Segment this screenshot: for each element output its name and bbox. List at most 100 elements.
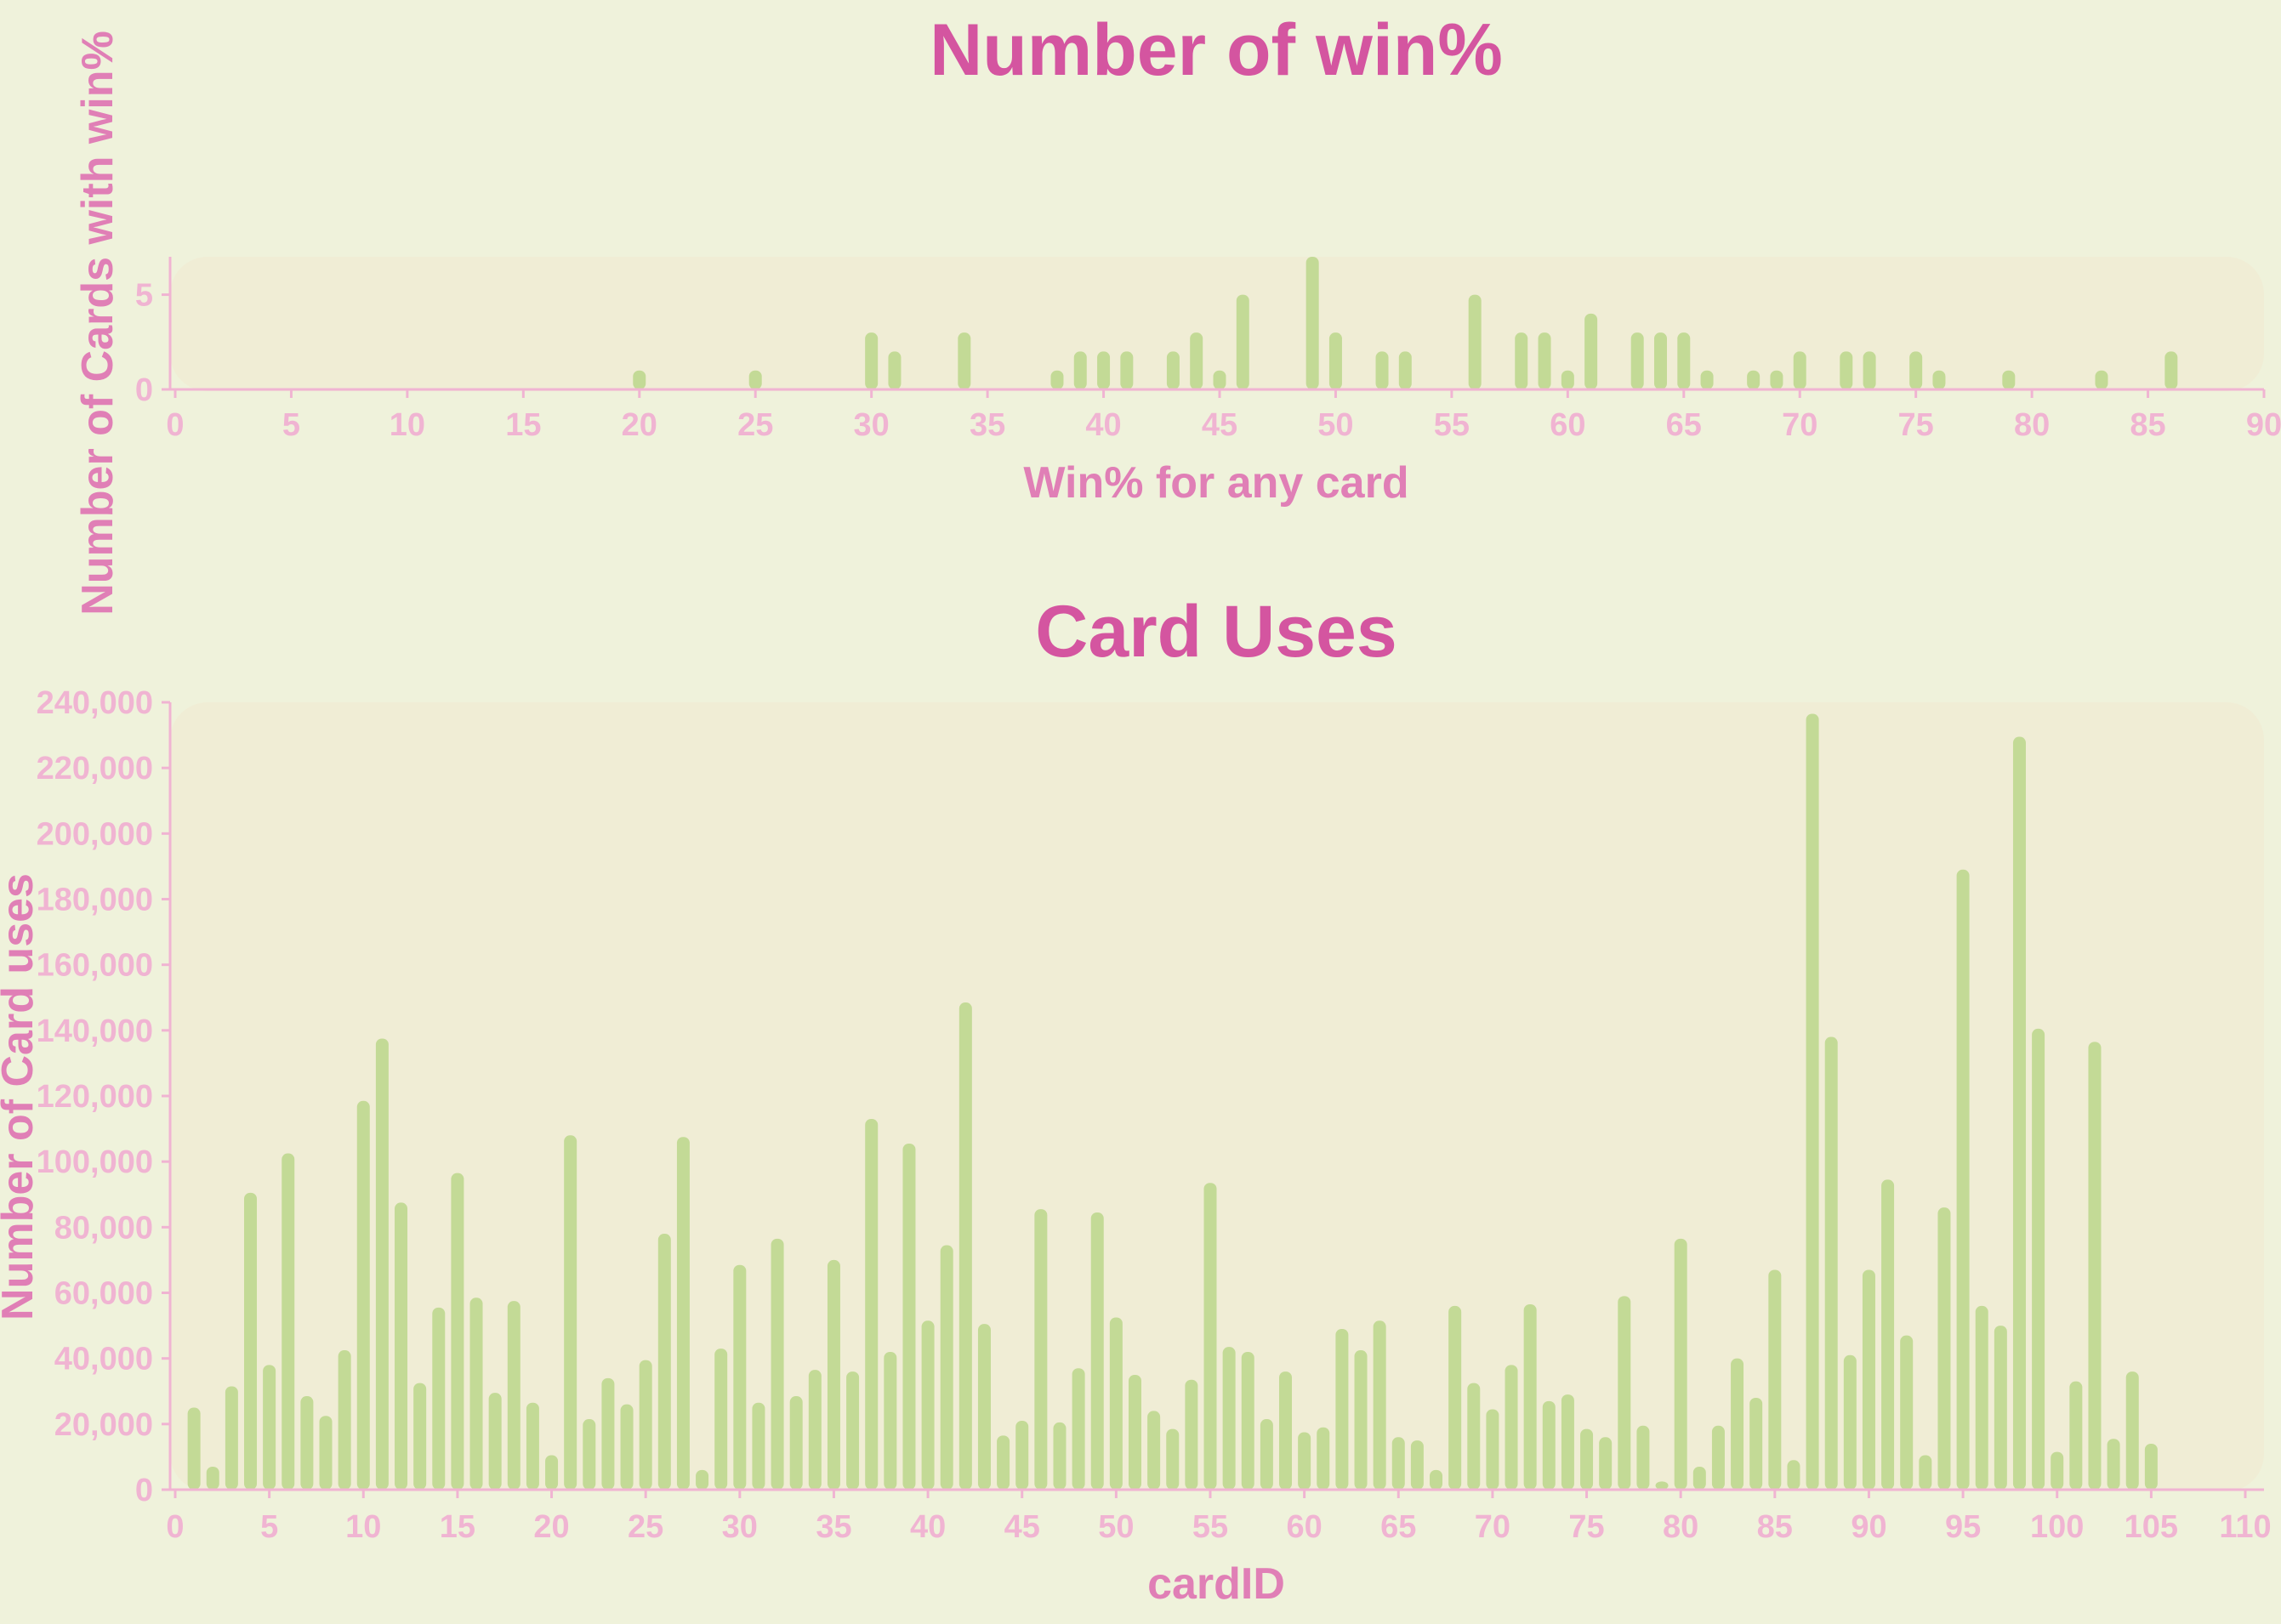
winrate-bar xyxy=(1097,351,1111,389)
card-uses-bar xyxy=(583,1419,596,1490)
card-uses-bar xyxy=(282,1153,295,1490)
card-uses-bar xyxy=(564,1135,577,1490)
winrate-bar xyxy=(1166,351,1180,389)
winrate-bar xyxy=(1050,370,1064,389)
card-uses-bar xyxy=(2051,1451,2064,1490)
winrate-x-tick-label: 30 xyxy=(854,407,890,443)
card-uses-x-tick-label: 15 xyxy=(440,1509,475,1545)
card-uses-bar xyxy=(1787,1460,1800,1490)
card-uses-bar xyxy=(1279,1371,1293,1490)
card-uses-y-tick-label: 40,000 xyxy=(54,1342,153,1377)
winrate-chart: Number of win% 05 0 5 10 15 20 25 30 35 40 45 50 55… xyxy=(73,9,2281,616)
winrate-bar xyxy=(1398,351,1412,389)
card-uses-bar xyxy=(1900,1335,1914,1490)
card-uses-y-tick-label: 60,000 xyxy=(54,1276,153,1312)
card-uses-bar xyxy=(827,1259,840,1490)
card-uses-bar xyxy=(1862,1269,1875,1490)
card-uses-bar xyxy=(206,1466,219,1490)
card-uses-bar xyxy=(789,1396,803,1490)
card-uses-y-axis-label: Number of Card uses xyxy=(0,873,43,1320)
winrate-x-tick-label: 10 xyxy=(390,407,425,443)
card-uses-bar xyxy=(225,1386,238,1490)
card-uses-bar xyxy=(1768,1269,1782,1490)
winrate-x-tick-label: 85 xyxy=(2130,407,2165,443)
card-uses-bar xyxy=(507,1301,520,1490)
card-uses-y-tick-label: 220,000 xyxy=(37,751,153,786)
card-uses-x-tick-label: 65 xyxy=(1380,1509,1416,1545)
card-uses-bar xyxy=(1448,1305,1462,1490)
card-uses-bar xyxy=(375,1038,389,1490)
card-uses-bar xyxy=(1692,1466,1706,1490)
card-uses-x-tick-label: 20 xyxy=(533,1509,569,1545)
winrate-bar xyxy=(1236,294,1249,389)
winrate-bar xyxy=(1653,332,1667,389)
card-uses-bar xyxy=(1542,1400,1556,1490)
winrate-x-tick-label: 35 xyxy=(970,407,1005,443)
winrate-x-axis-label: Win% for any card xyxy=(1023,458,1408,508)
winrate-bar xyxy=(1584,313,1598,389)
card-uses-bar xyxy=(1053,1422,1067,1490)
winrate-bar xyxy=(633,370,646,389)
card-uses-bar xyxy=(1561,1394,1574,1490)
card-uses-x-ticks: 0 5 10 15 20 25 30 35 40 45 50 55 60 65 70 75 80 85 90 95 10… xyxy=(166,1490,2272,1545)
card-uses-bar xyxy=(1034,1209,1048,1490)
card-uses-y-tick-label: 160,000 xyxy=(37,948,153,984)
card-uses-y-tick-label: 0 xyxy=(135,1473,153,1508)
winrate-x-tick-label: 80 xyxy=(2014,407,2050,443)
card-uses-x-tick-label: 110 xyxy=(2219,1509,2271,1545)
card-uses-bar xyxy=(958,1002,972,1490)
winrate-y-tick-label: 5 xyxy=(135,278,153,314)
winrate-x-tick-label: 20 xyxy=(622,407,657,443)
card-uses-bar xyxy=(940,1245,953,1490)
card-uses-bar xyxy=(639,1360,652,1490)
winrate-bar xyxy=(1305,257,1319,389)
card-uses-bar xyxy=(1580,1428,1594,1490)
card-uses-x-tick-label: 45 xyxy=(1004,1509,1040,1545)
card-uses-bar xyxy=(2107,1439,2120,1490)
card-uses-bar xyxy=(1185,1379,1198,1490)
card-uses-bar xyxy=(977,1324,991,1490)
winrate-x-tick-label: 90 xyxy=(2246,407,2281,443)
card-uses-bar xyxy=(714,1349,728,1490)
card-uses-y-tick-label: 200,000 xyxy=(37,816,153,852)
winrate-x-tick-label: 5 xyxy=(282,407,300,443)
card-uses-x-tick-label: 40 xyxy=(910,1509,946,1545)
card-uses-x-tick-label: 70 xyxy=(1475,1509,1510,1545)
card-uses-bar xyxy=(187,1407,201,1490)
card-uses-x-tick-label: 75 xyxy=(1568,1509,1604,1545)
winrate-x-tick-label: 55 xyxy=(1434,407,1470,443)
card-uses-bar xyxy=(1015,1420,1029,1490)
card-uses-bar xyxy=(902,1143,916,1490)
winrate-x-tick-label: 50 xyxy=(1317,407,1353,443)
winrate-x-tick-label: 15 xyxy=(505,407,541,443)
winrate-bar xyxy=(1770,370,1783,389)
card-uses-bars xyxy=(187,713,2158,1490)
card-uses-bar xyxy=(1410,1440,1424,1490)
winrate-x-tick-label: 45 xyxy=(1202,407,1237,443)
winrate-bar xyxy=(1932,370,1946,389)
card-uses-y-tick-label: 20,000 xyxy=(54,1407,153,1443)
winrate-bar xyxy=(1747,370,1761,389)
winrate-x-ticks: 0 5 10 15 20 25 30 35 40 45 50 55 60 65 70 75 80 85 90 xyxy=(166,389,2281,443)
winrate-bar xyxy=(1328,332,1342,389)
winrate-bar xyxy=(865,332,879,389)
card-uses-x-tick-label: 55 xyxy=(1192,1509,1228,1545)
card-uses-bar xyxy=(469,1297,483,1490)
card-uses-bar xyxy=(1505,1365,1518,1490)
card-uses-bar xyxy=(921,1320,935,1490)
card-uses-bar xyxy=(1203,1183,1217,1490)
card-uses-x-tick-label: 60 xyxy=(1286,1509,1322,1545)
winrate-bars xyxy=(633,257,2178,389)
card-uses-y-tick-label: 120,000 xyxy=(37,1079,153,1115)
winrate-bar xyxy=(1840,351,1853,389)
card-uses-x-tick-label: 5 xyxy=(260,1509,278,1545)
winrate-bar xyxy=(1677,332,1691,389)
card-uses-bar xyxy=(846,1371,860,1490)
card-uses-bar xyxy=(884,1351,897,1490)
winrate-bar xyxy=(1468,294,1482,389)
winrate-y-axis-label: Number of Cards with win% xyxy=(73,31,122,616)
card-uses-y-tick-label: 140,000 xyxy=(37,1014,153,1049)
winrate-bar xyxy=(748,370,762,389)
winrate-chart-title: Number of win% xyxy=(930,9,1503,91)
card-uses-bar xyxy=(2012,736,2026,1490)
